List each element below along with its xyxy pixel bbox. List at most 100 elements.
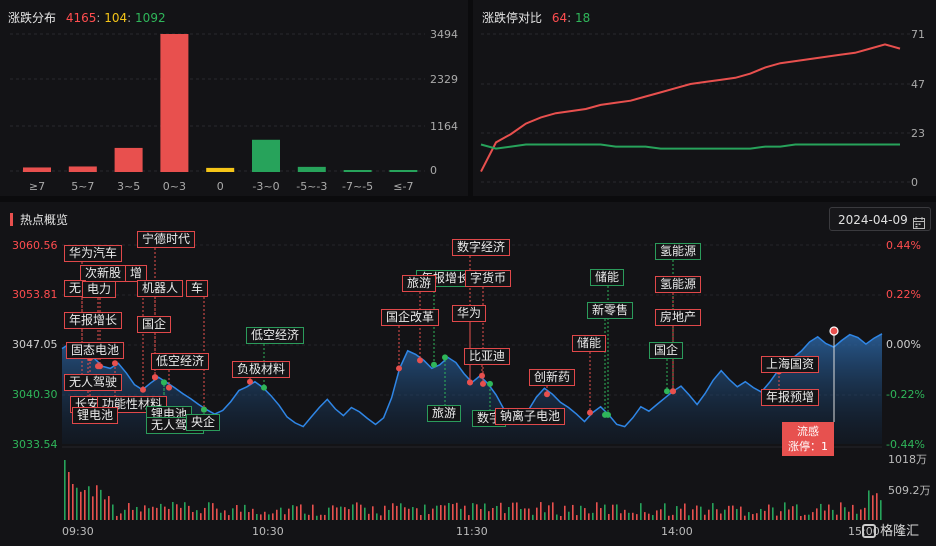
volume-bar (532, 514, 534, 520)
concept-label[interactable]: 储能 (572, 335, 607, 352)
volume-bar (112, 504, 114, 520)
volume-bar (728, 505, 730, 520)
dist-xtick: 3~5 (117, 180, 140, 193)
time-tick: 09:30 (62, 525, 94, 538)
concept-label[interactable]: 增 (125, 265, 148, 282)
concept-label[interactable]: 字货币 (465, 270, 512, 287)
dist-bar (160, 34, 189, 172)
volume-bar (540, 502, 542, 520)
volume-bar (136, 506, 138, 520)
volume-bar (812, 512, 814, 520)
limit-header: 涨跌停对比 64: 18 (482, 11, 591, 25)
volume-bar (320, 514, 322, 520)
concept-label[interactable]: 国企 (649, 342, 684, 359)
volume-bar (648, 513, 650, 520)
limit-series-line (480, 143, 900, 150)
right-ytick: -0.22% (886, 388, 925, 401)
date-picker[interactable]: 2024-04-09 (829, 207, 931, 231)
volume-bar (188, 505, 190, 520)
volume-bar (792, 506, 794, 520)
hover-tooltip: 流感 涨停：1 (782, 422, 834, 456)
limit-ytick: 47 (911, 78, 925, 91)
event-dot (479, 372, 485, 379)
volume-bar (408, 508, 410, 520)
volume-bar (312, 504, 314, 520)
volume-bar (68, 472, 70, 520)
concept-label[interactable]: 创新药 (529, 369, 576, 386)
volume-bar (632, 512, 634, 520)
concept-label[interactable]: 国企 (137, 316, 172, 333)
concept-label[interactable]: 央企 (186, 414, 221, 431)
limit-panel: 涨跌停对比 64: 18 71 47 23 0 (473, 0, 936, 196)
volume-bar (328, 507, 330, 520)
volume-bar (700, 506, 702, 520)
volume-bar (696, 505, 698, 520)
concept-label[interactable]: 年报增长 (64, 312, 123, 329)
concept-label[interactable]: 钠离子电池 (495, 408, 566, 425)
volume-bar (172, 502, 174, 520)
concept-label[interactable]: 固态电池 (66, 342, 125, 359)
volume-bar (828, 504, 830, 520)
volume-bar (624, 509, 626, 520)
volume-bar (288, 508, 290, 520)
volume-bar (476, 504, 478, 520)
concept-label[interactable]: 无 (64, 280, 87, 297)
volume-bar (184, 502, 186, 520)
volume-bar (368, 513, 370, 520)
tooltip-title: 流感 (797, 425, 819, 438)
concept-label[interactable]: 旅游 (427, 405, 462, 422)
concept-label[interactable]: 华为 (452, 305, 487, 322)
concept-label[interactable]: 锂电池 (72, 407, 119, 424)
volume-bar (276, 509, 278, 520)
volume-bar (456, 502, 458, 520)
concept-label[interactable]: 年报预增 (761, 389, 820, 406)
concept-label[interactable]: 储能 (590, 269, 625, 286)
volume-bar (212, 503, 214, 520)
volume-bar (140, 511, 142, 520)
volume-bar (156, 507, 158, 520)
dist-ytick: 0 (430, 164, 437, 177)
concept-label[interactable]: 新零售 (587, 302, 634, 319)
concept-label[interactable]: 华为汽车 (64, 245, 123, 262)
volume-bar (300, 504, 302, 520)
volume-bar (596, 502, 598, 520)
concept-label[interactable]: 宁德时代 (137, 231, 196, 248)
volume-bar (428, 514, 430, 520)
left-ytick: 3047.05 (12, 338, 58, 351)
volume-bar (872, 495, 874, 520)
volume-bar (268, 514, 270, 520)
volume-bar (492, 507, 494, 520)
concept-label[interactable]: 低空经济 (246, 327, 305, 344)
dist-xtick: 0 (217, 180, 224, 193)
volume-bar (192, 512, 194, 520)
concept-label[interactable]: 旅游 (402, 275, 437, 292)
volume-bar (672, 514, 674, 520)
volume-bar (280, 507, 282, 520)
volume-bar (116, 515, 118, 520)
concept-label[interactable]: 氢能源 (655, 243, 702, 260)
volume-bar (704, 514, 706, 520)
concept-label[interactable]: 数字经济 (452, 239, 511, 256)
event-dot (417, 357, 423, 364)
volume-bar (788, 509, 790, 520)
concept-label[interactable]: 车 (186, 280, 209, 297)
concept-label[interactable]: 国企改革 (381, 309, 440, 326)
concept-label[interactable]: 负极材料 (232, 361, 291, 378)
volume-bar (780, 511, 782, 520)
left-ytick: 3053.81 (12, 288, 58, 301)
volume-bar (152, 506, 154, 520)
concept-label[interactable]: 电力 (82, 281, 117, 298)
concept-label[interactable]: 比亚迪 (464, 348, 511, 365)
concept-label[interactable]: 次新股 (80, 265, 127, 282)
concept-label[interactable]: 机器人 (137, 280, 184, 297)
concept-label[interactable]: 上海国资 (761, 356, 820, 373)
volume-bar (808, 514, 810, 520)
concept-label[interactable]: 无人驾驶 (64, 374, 123, 391)
concept-label[interactable]: 氢能源 (655, 276, 702, 293)
concept-label[interactable]: 房地产 (655, 309, 702, 326)
concept-label[interactable]: 低空经济 (151, 353, 210, 370)
dist-bar (252, 139, 280, 172)
event-dot (161, 379, 167, 386)
volume-bar (364, 507, 366, 520)
volume-bar (352, 504, 354, 520)
